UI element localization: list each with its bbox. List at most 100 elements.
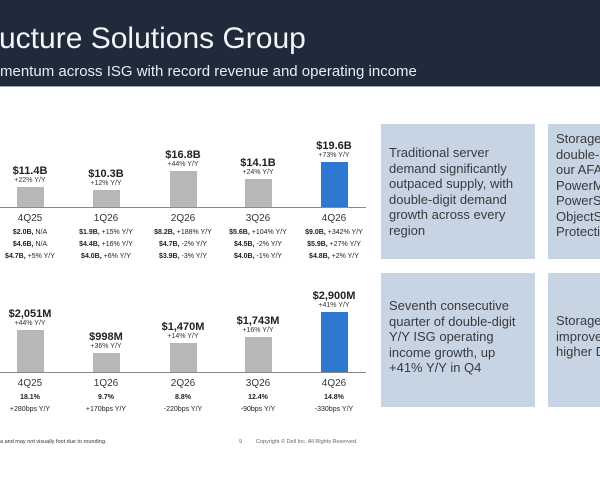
callout-line: PowerM <box>556 177 600 193</box>
callout-line: growth across every <box>389 207 506 222</box>
callout-line: quarter of double-digit <box>389 313 516 329</box>
copyright: Copyright © Dell Inc. All Rights Reserve… <box>256 439 358 445</box>
revenue-breakdown-row: $4.8B, +2% Y/Y <box>289 253 379 260</box>
category-label: 3Q26 <box>245 378 271 389</box>
slide-subtitle: mentum across ISG with record revenue an… <box>0 63 417 80</box>
bar-1q26 <box>93 190 120 207</box>
revenue-breakdown-row: $4.5B, -2% Y/Y <box>213 241 303 248</box>
breakdown-growth: +5% Y/Y <box>25 253 55 260</box>
bar-value-label: $10.3B <box>88 168 124 181</box>
operating-margin: 12.4% <box>248 394 268 401</box>
breakdown-amount: $4.6B, <box>12 241 34 248</box>
category-label: 1Q26 <box>93 378 119 389</box>
breakdown-amount: $5.6B, <box>229 229 250 236</box>
callout-line: our AFA <box>556 162 600 177</box>
operating-margin: 8.8% <box>175 394 191 401</box>
bar-yy-label: +16% Y/Y <box>242 326 274 334</box>
breakdown-growth: -2% Y/Y <box>254 241 283 248</box>
category-label: 3Q26 <box>245 213 271 224</box>
breakdown-amount: $4.7B, <box>158 241 180 248</box>
callout-line: +41% Y/Y in Q4 <box>389 360 482 375</box>
category-label: 2Q26 <box>170 378 196 389</box>
breakdown-growth: -1% Y/Y <box>254 253 283 260</box>
callout-line: Y/Y ISG operating <box>389 329 494 344</box>
bar-4q26 <box>321 311 348 372</box>
callout-line: region <box>389 222 426 238</box>
callout-box-operating-income: Seventh consecutive quarter of double-dig… <box>381 273 535 407</box>
operating-margin: 14.8% <box>324 394 344 401</box>
bar-yy-label: +44% Y/Y <box>167 160 199 168</box>
callout-line: Protecti <box>556 224 600 239</box>
bar-value-label: $1,470M <box>161 320 205 333</box>
callout-line: income growth, up <box>389 344 496 360</box>
bar-yy-label: +14% Y/Y <box>167 332 199 340</box>
slide-header: ucture Solutions Group mentum across ISG… <box>0 0 600 87</box>
bar-4q25 <box>17 186 44 207</box>
revenue-breakdown-row: $4.6B, N/A <box>0 241 75 248</box>
bar-2q26 <box>170 342 197 372</box>
breakdown-growth: +188% Y/Y <box>174 229 212 236</box>
revenue-breakdown-row: $4.7B, +5% Y/Y <box>0 253 75 260</box>
bar-4q26 <box>321 162 348 207</box>
category-label: 4Q25 <box>17 213 43 224</box>
revenue-breakdown-row: $1.9B, +15% Y/Y <box>61 229 151 236</box>
operating-margin-change: +170bps Y/Y <box>85 406 127 413</box>
callout-line: demand significantly <box>389 160 507 176</box>
breakdown-growth: -2% Y/Y <box>179 241 208 248</box>
breakdown-amount: $4.8B, <box>309 253 330 260</box>
operating-margin-change: -220bps Y/Y <box>163 406 203 413</box>
callout-text: Storage double-our AFA PowerM PowerS ObjectS… <box>556 131 600 240</box>
callout-line: ObjectS <box>556 208 600 224</box>
breakdown-growth: N/A <box>33 229 48 236</box>
footnote: a and may not visually foot due to round… <box>0 439 107 445</box>
revenue-breakdown-row: $5.6B, +104% Y/Y <box>213 229 303 236</box>
breakdown-growth: +15% Y/Y <box>99 229 133 236</box>
callout-line: higher D <box>556 344 600 359</box>
breakdown-growth: +6% Y/Y <box>101 253 131 260</box>
callout-line: Traditional server <box>389 145 489 160</box>
breakdown-amount: $4.0B, <box>81 253 102 260</box>
breakdown-amount: $8.2B, <box>154 229 175 236</box>
callout-line: PowerS <box>556 193 600 208</box>
breakdown-growth: +104% Y/Y <box>249 229 287 236</box>
chart-baseline <box>0 372 366 373</box>
category-label: 4Q26 <box>321 213 347 224</box>
bar-yy-label: +41% Y/Y <box>318 301 350 309</box>
category-label: 1Q26 <box>93 213 119 224</box>
bar-value-label: $11.4B <box>12 164 48 177</box>
bar-value-label: $14.1B <box>240 156 276 169</box>
breakdown-growth: +2% Y/Y <box>329 253 359 260</box>
bar-3q26 <box>245 336 272 372</box>
operating-margin: 18.1% <box>20 394 40 401</box>
category-label: 4Q26 <box>321 378 347 389</box>
callout-line: outpaced supply, with <box>389 176 514 191</box>
bar-yy-label: +36% Y/Y <box>90 343 122 351</box>
callout-line: double-digit demand <box>389 191 507 207</box>
bar-yy-label: +24% Y/Y <box>242 168 274 176</box>
breakdown-amount: $4.7B, <box>5 253 26 260</box>
callout-line: Storage <box>556 131 600 146</box>
breakdown-amount: $2.0B, <box>12 229 34 236</box>
callout-line: double- <box>556 146 600 162</box>
breakdown-growth: -3% Y/Y <box>179 253 208 260</box>
bar-2q26 <box>170 170 197 207</box>
revenue-breakdown-row: $4.7B, -2% Y/Y <box>138 241 228 248</box>
callout-box-storage: Storage double-our AFA PowerM PowerS ObjectS… <box>548 124 600 259</box>
callout-line: Storage <box>556 313 600 328</box>
operating-margin-change: -330bps Y/Y <box>314 406 354 413</box>
revenue-breakdown-row: $4.0B, -1% Y/Y <box>213 253 303 260</box>
breakdown-amount: $4.5B, <box>233 241 255 248</box>
breakdown-amount: $3.9B, <box>158 253 180 260</box>
category-label: 4Q25 <box>17 378 43 389</box>
revenue-breakdown-row: $4.4B, +16% Y/Y <box>61 241 151 248</box>
callout-line: improve <box>556 328 600 344</box>
bar-value-label: $16.8B <box>165 148 201 161</box>
bar-4q25 <box>17 330 44 372</box>
breakdown-growth: N/A <box>33 241 48 248</box>
breakdown-amount: $4.4B, <box>79 241 100 248</box>
bar-yy-label: +44% Y/Y <box>14 320 46 328</box>
breakdown-growth: +16% Y/Y <box>99 241 133 248</box>
operating-margin-change: +280bps Y/Y <box>9 406 51 413</box>
